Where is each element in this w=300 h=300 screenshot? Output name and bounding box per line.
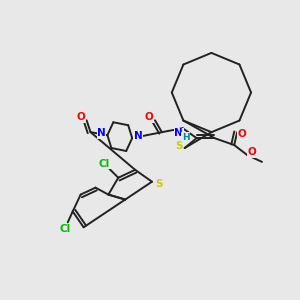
Text: N: N bbox=[174, 128, 183, 138]
Text: S: S bbox=[175, 141, 182, 151]
Text: S: S bbox=[155, 179, 163, 189]
Text: O: O bbox=[238, 129, 247, 139]
Text: O: O bbox=[76, 112, 85, 122]
Text: O: O bbox=[145, 112, 153, 122]
Text: H: H bbox=[182, 133, 190, 142]
Text: Cl: Cl bbox=[59, 224, 70, 234]
Text: N: N bbox=[134, 131, 142, 141]
Text: O: O bbox=[248, 147, 256, 157]
Text: N: N bbox=[97, 128, 106, 138]
Text: Cl: Cl bbox=[99, 159, 110, 169]
